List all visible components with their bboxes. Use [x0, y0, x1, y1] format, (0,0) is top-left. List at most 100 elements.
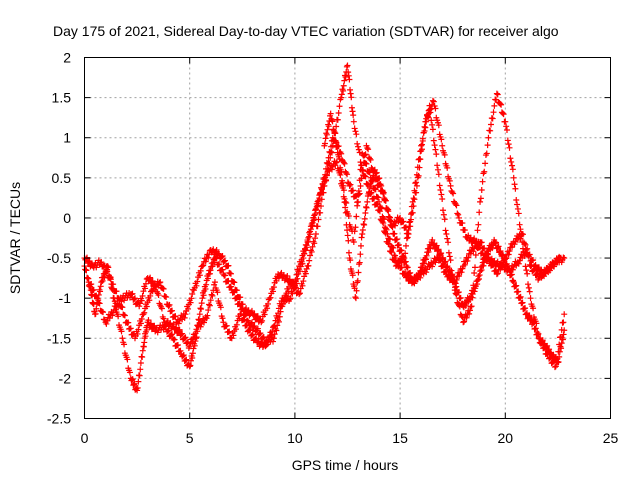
data-point [323, 159, 330, 166]
data-point [193, 326, 200, 333]
data-point [131, 295, 138, 302]
data-point [354, 277, 361, 284]
data-point [348, 104, 355, 111]
data-point [410, 203, 417, 210]
data-point [270, 335, 277, 342]
data-point [311, 240, 318, 247]
data-point [372, 186, 379, 193]
data-point [380, 189, 387, 196]
data-point [546, 266, 553, 273]
data-point [327, 110, 334, 117]
data-point [503, 127, 510, 134]
data-point [506, 144, 513, 151]
data-point [275, 310, 282, 317]
data-point [307, 226, 314, 233]
data-point [332, 130, 339, 137]
data-point [85, 259, 92, 266]
x-tick-labels: 0 5 10 15 20 25 [81, 430, 619, 446]
data-point [384, 230, 391, 237]
data-point [300, 278, 307, 285]
data-point [467, 303, 474, 310]
data-point [214, 289, 221, 296]
data-point [526, 288, 533, 295]
data-point [187, 357, 194, 364]
data-point [465, 254, 472, 261]
data-point [459, 220, 466, 227]
data-point [429, 97, 436, 104]
data-point [517, 226, 524, 233]
data-point [134, 384, 141, 391]
data-point [365, 146, 372, 153]
data-point [252, 335, 259, 342]
data-point [275, 318, 282, 325]
data-point [193, 282, 200, 289]
data-point [344, 62, 351, 69]
data-point [315, 200, 322, 207]
data-point [362, 209, 369, 216]
data-point [355, 146, 362, 153]
data-point [474, 277, 481, 284]
data-point [136, 372, 143, 379]
data-point [387, 214, 394, 221]
data-point [339, 179, 346, 186]
data-point [535, 264, 542, 271]
data-point [471, 235, 478, 242]
data-point [107, 274, 114, 281]
data-point [476, 209, 483, 216]
data-point [203, 281, 210, 288]
data-point [411, 196, 418, 203]
data-point [119, 335, 126, 342]
data-point [435, 122, 442, 129]
data-point [121, 312, 128, 319]
data-point [256, 330, 263, 337]
data-point [429, 263, 436, 270]
data-point [513, 282, 520, 289]
data-point [160, 315, 167, 322]
data-point [336, 103, 343, 110]
data-point [126, 369, 133, 376]
x-tick-label: 15 [392, 430, 408, 446]
data-point [453, 283, 460, 290]
data-point [450, 190, 457, 197]
data-points [81, 62, 568, 394]
data-point [421, 127, 428, 134]
data-point [357, 251, 364, 258]
y-tick-label: -0.5 [47, 250, 71, 266]
data-point [198, 300, 205, 307]
data-point [535, 330, 542, 337]
data-point [348, 94, 355, 101]
data-point [447, 257, 454, 264]
data-point [404, 264, 411, 271]
data-point [268, 332, 275, 339]
data-point [433, 151, 440, 158]
data-point [340, 87, 347, 94]
data-point [199, 295, 206, 302]
data-point [439, 142, 446, 149]
data-point [392, 255, 399, 262]
data-point [127, 325, 134, 332]
data-point [478, 267, 485, 274]
data-point [507, 155, 514, 162]
data-point [324, 126, 331, 133]
data-point [345, 69, 352, 76]
data-point [383, 226, 390, 233]
data-point [510, 174, 517, 181]
data-point [280, 271, 287, 278]
data-point [334, 116, 341, 123]
data-point [313, 203, 320, 210]
series-track-d [321, 110, 568, 366]
data-point [205, 307, 212, 314]
data-point [359, 167, 366, 174]
data-point [343, 63, 350, 70]
data-point [293, 271, 300, 278]
data-point [211, 281, 218, 288]
data-point [126, 294, 133, 301]
data-point [552, 363, 559, 370]
data-point [515, 210, 522, 217]
data-point [484, 142, 491, 149]
data-point [446, 267, 453, 274]
data-point [424, 266, 431, 273]
data-point [165, 303, 172, 310]
data-point [561, 327, 568, 334]
